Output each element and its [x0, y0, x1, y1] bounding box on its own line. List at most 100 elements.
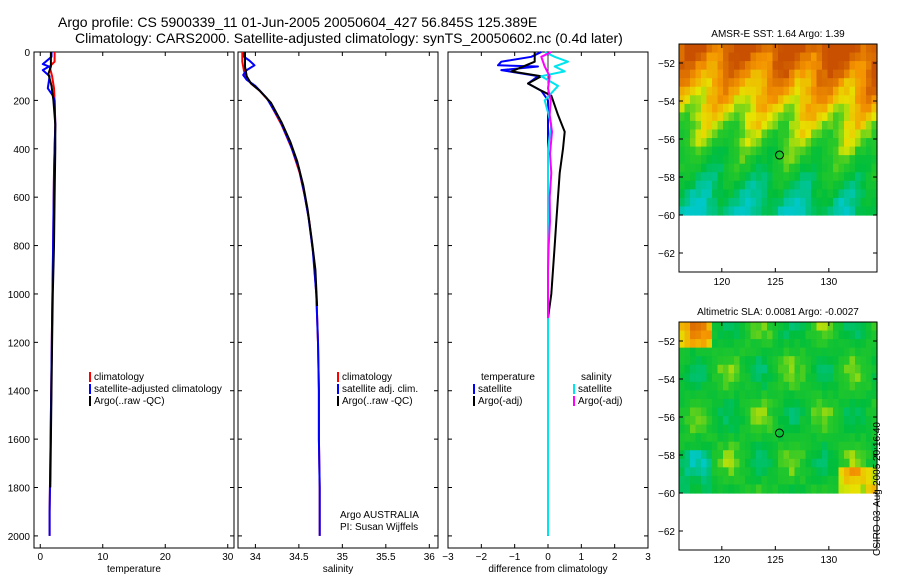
heatmap-cell [767, 364, 774, 374]
heatmap-cell [684, 146, 691, 156]
heatmap-cell [767, 398, 774, 409]
heatmap-cell [728, 52, 735, 62]
heatmap-cell [827, 103, 834, 113]
heatmap-cell [871, 424, 878, 434]
heatmap-cell [794, 52, 801, 62]
heatmap-cell [805, 416, 812, 426]
heatmap-cell [772, 103, 779, 113]
heatmap-cell [761, 95, 768, 105]
map-y-tick-label: −62 [658, 527, 675, 538]
heatmap-cell [706, 52, 713, 62]
heatmap-cell [849, 441, 856, 451]
heatmap-cell [728, 416, 735, 426]
heatmap-cell [833, 484, 840, 494]
heatmap-cell [778, 322, 785, 332]
heatmap-cell [838, 356, 845, 366]
heatmap-cell [844, 52, 851, 62]
heatmap-cell [844, 484, 851, 494]
heatmap-cell [855, 339, 862, 349]
heatmap-cell [679, 120, 686, 131]
y-tick-label: 200 [13, 96, 30, 107]
heatmap-cell [761, 330, 768, 340]
heatmap-cell [772, 180, 779, 190]
heatmap-cell [701, 197, 708, 208]
map-y-tick-label: −60 [658, 211, 675, 222]
heatmap-cell [855, 86, 862, 96]
heatmap-cell [866, 78, 873, 88]
heatmap-cell [866, 339, 873, 349]
heatmap-cell [871, 138, 878, 148]
heatmap-cell [871, 484, 878, 494]
heatmap-cell [772, 138, 779, 148]
heatmap-cell [794, 163, 801, 173]
heatmap-cell [745, 339, 752, 349]
heatmap-cell [800, 373, 807, 383]
heatmap-cell [767, 416, 774, 426]
heatmap-cell [860, 381, 867, 391]
heatmap-cell [827, 322, 834, 332]
heatmap-cell [767, 484, 774, 494]
heatmap-cell [800, 44, 807, 54]
heatmap-cell [778, 206, 785, 216]
heatmap-cell [871, 61, 878, 71]
heatmap-cell [701, 206, 708, 216]
heatmap-cell [761, 441, 768, 451]
heatmap-cell [849, 206, 856, 216]
heatmap-cell [728, 146, 735, 156]
heatmap-cell [728, 180, 735, 190]
heatmap-cell [778, 475, 785, 486]
heatmap-cell [855, 484, 862, 494]
heatmap-cell [717, 78, 724, 88]
heatmap-cell [844, 390, 851, 400]
heatmap-cell [739, 347, 746, 357]
heatmap-cell [756, 129, 763, 139]
heatmap-cell [756, 356, 763, 366]
map-y-tick-label: −60 [658, 489, 675, 500]
heatmap-cell [728, 390, 735, 400]
heatmap-cell [712, 330, 719, 340]
heatmap-cell [756, 103, 763, 113]
heatmap-cell [833, 61, 840, 71]
heatmap-cell [860, 138, 867, 148]
heatmap-cell [761, 112, 768, 122]
heatmap-cell [849, 69, 856, 79]
heatmap-cell [734, 86, 741, 96]
heatmap-cell [816, 467, 823, 477]
heatmap-cell [811, 112, 818, 122]
map-y-tick-label: −52 [658, 59, 675, 70]
heatmap-cell [712, 86, 719, 96]
heatmap-cell [739, 129, 746, 139]
heatmap-cell [800, 69, 807, 79]
heatmap-cell [849, 44, 856, 54]
heatmap-cell [822, 78, 829, 88]
heatmap-cell [838, 86, 845, 96]
heatmap-cell [701, 95, 708, 105]
heatmap-cell [745, 52, 752, 62]
heatmap-cell [701, 120, 708, 131]
heatmap-cell [811, 424, 818, 434]
heatmap-cell [827, 146, 834, 156]
heatmap-cell [794, 424, 801, 434]
heatmap-cell [860, 197, 867, 208]
heatmap-cell [772, 44, 779, 54]
heatmap-cell [778, 86, 785, 96]
heatmap-cell [778, 339, 785, 349]
heatmap-cell [717, 163, 724, 173]
heatmap-cell [822, 138, 829, 148]
heatmap-cell [761, 189, 768, 199]
heatmap-cell [838, 339, 845, 349]
heatmap-cell [761, 206, 768, 216]
heatmap-cell [849, 398, 856, 409]
heatmap-cell [794, 398, 801, 409]
heatmap-cell [789, 155, 796, 165]
heatmap-cell [745, 103, 752, 113]
heatmap-cell [794, 407, 801, 417]
heatmap-cell [745, 407, 752, 417]
heatmap-cell [767, 390, 774, 400]
map-x-tick-label: 120 [713, 277, 730, 288]
heatmap-cell [728, 189, 735, 199]
heatmap-cell [723, 347, 730, 357]
x-tick-label: 35.5 [376, 552, 396, 563]
heatmap-cell [690, 322, 697, 332]
heatmap-cell [778, 484, 785, 494]
